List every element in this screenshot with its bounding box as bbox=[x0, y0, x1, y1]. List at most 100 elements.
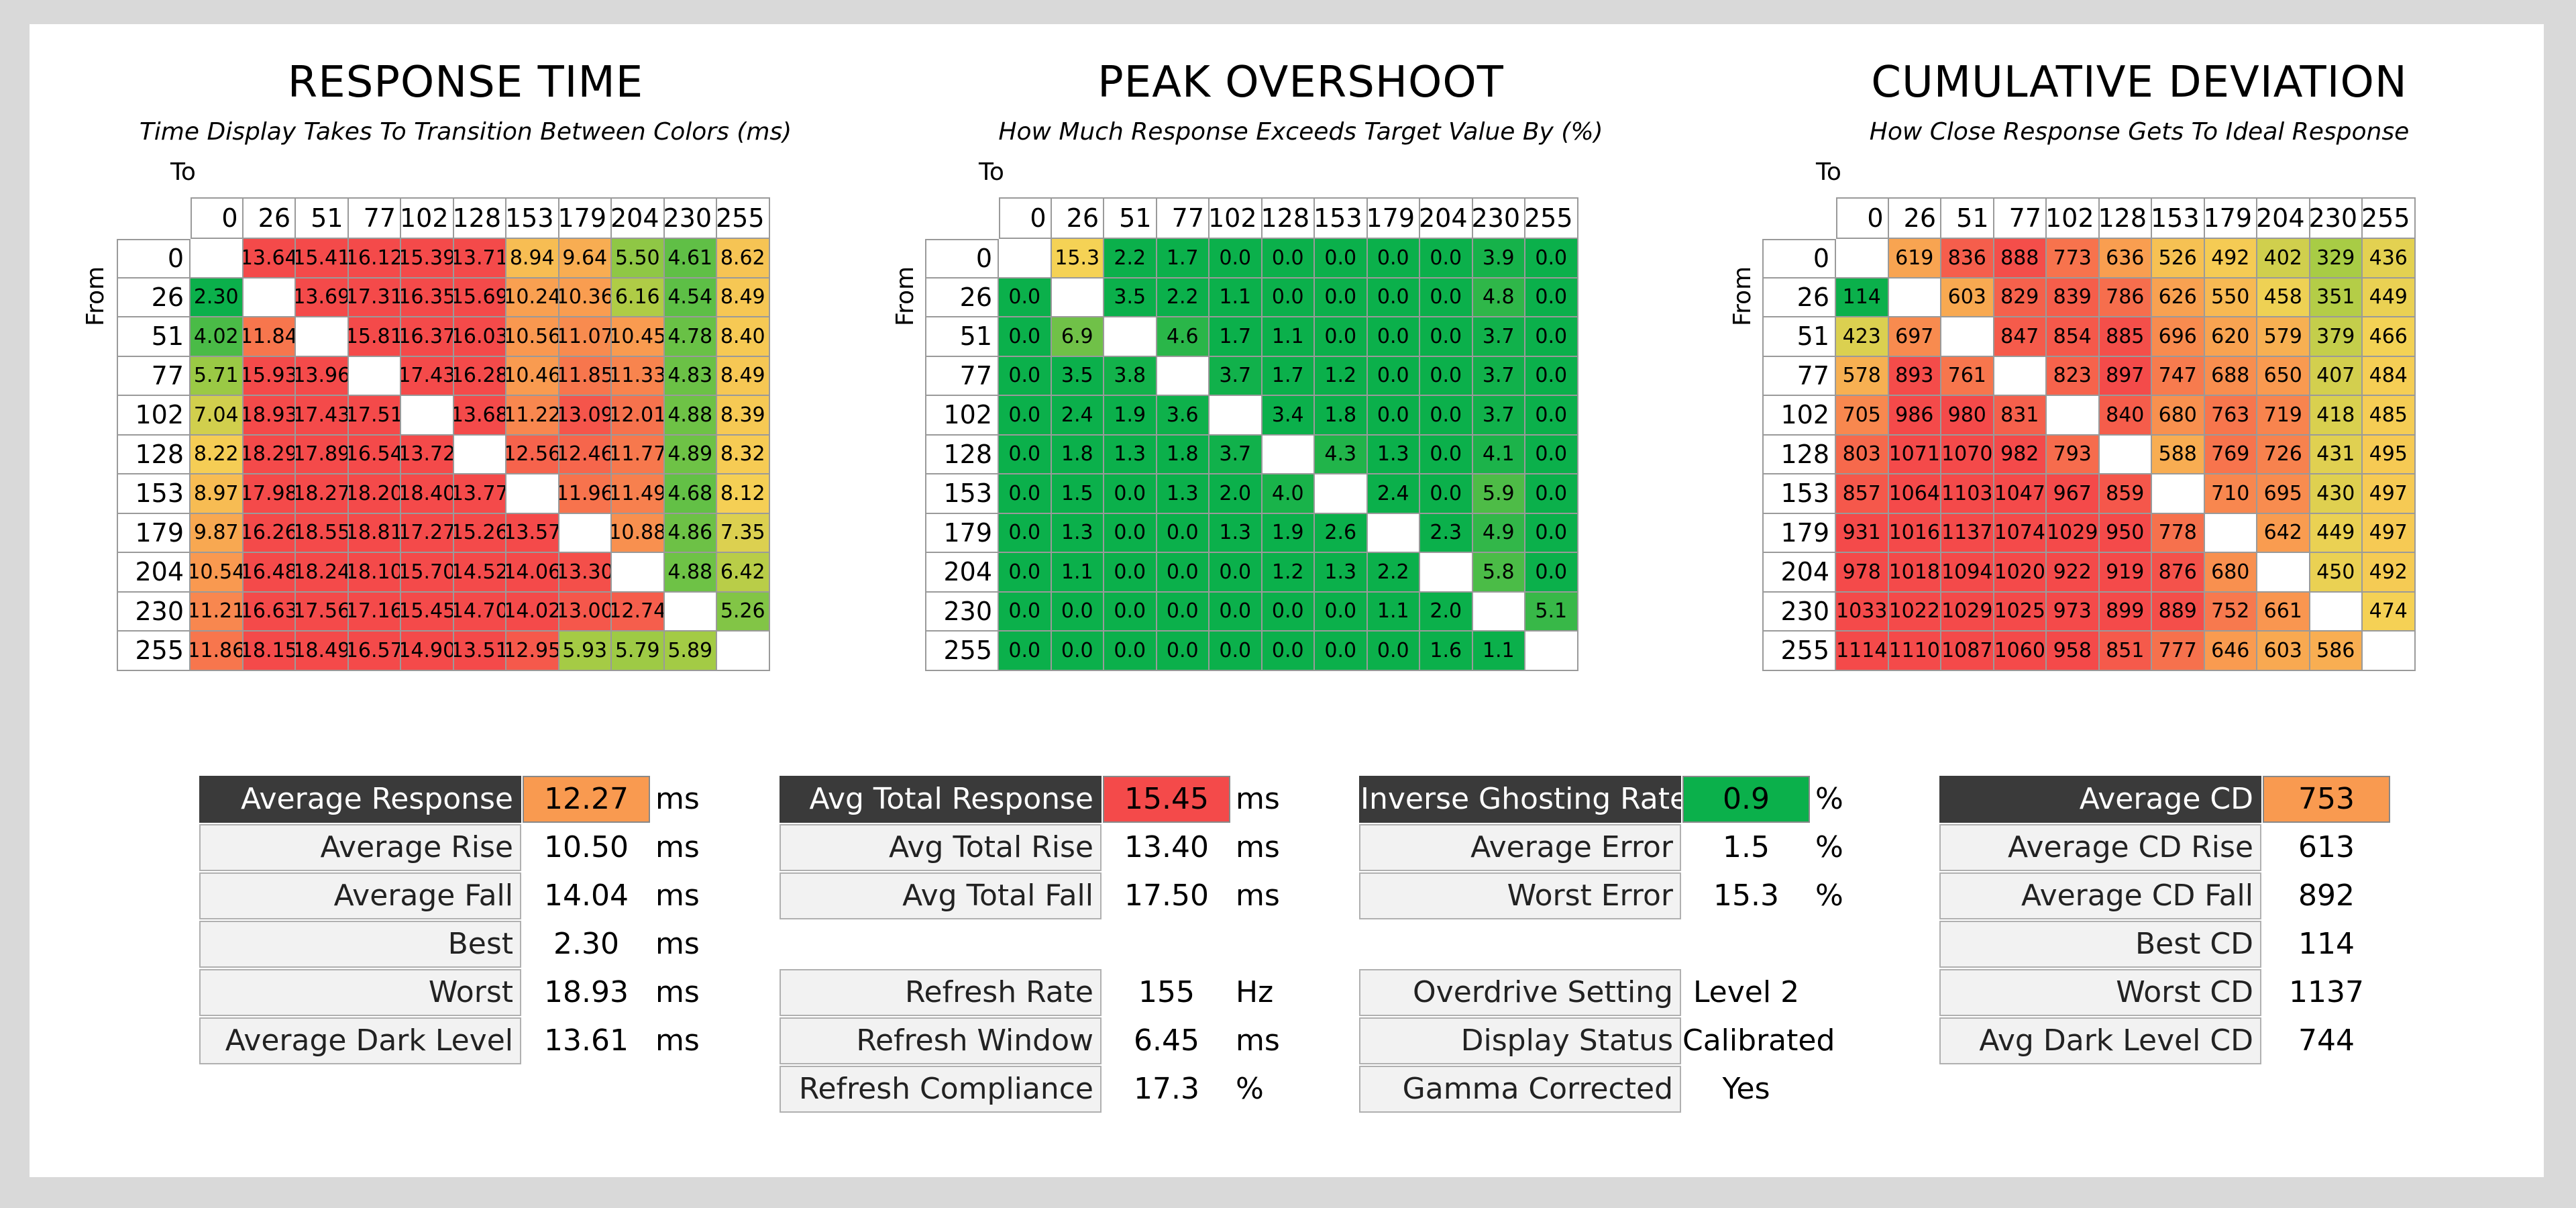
heatmap-cell: 0.0 bbox=[1420, 317, 1473, 357]
heatmap-cell: 0.0 bbox=[999, 632, 1052, 671]
heatmap-cell: 2.2 bbox=[1157, 278, 1210, 317]
heatmap-cell: 710 bbox=[2204, 474, 2257, 514]
heatmap-cell bbox=[2099, 435, 2152, 474]
heatmap-cell: 752 bbox=[2204, 592, 2257, 632]
heatmap-cell: 14.06 bbox=[506, 553, 559, 593]
heatmap-cell: 11.49 bbox=[612, 474, 665, 514]
heatmap-cell: 980 bbox=[1941, 396, 1994, 436]
stat-label: Gamma Corrected bbox=[1359, 1066, 1681, 1113]
stat-unit: ms bbox=[655, 927, 700, 961]
heatmap-cell: 688 bbox=[2204, 356, 2257, 396]
heatmap-cell: 0.0 bbox=[1525, 553, 1578, 593]
stat-value: 613 bbox=[2298, 830, 2355, 864]
heatmap-cell: 857 bbox=[1836, 474, 1889, 514]
heatmap-cell: 620 bbox=[2204, 317, 2257, 357]
heatmap-cell: 8.40 bbox=[717, 317, 770, 357]
heatmap-cell bbox=[1994, 356, 2047, 396]
response-time-title: RESPONSE TIME bbox=[287, 58, 644, 107]
heatmap-cell bbox=[1051, 278, 1104, 317]
heatmap-cell: 13.51 bbox=[453, 632, 506, 671]
heatmap-cell: 1.8 bbox=[1157, 435, 1210, 474]
heatmap-cell: 1094 bbox=[1941, 553, 1994, 593]
heatmap-cell bbox=[1472, 592, 1525, 632]
heatmap-cell: 0.0 bbox=[1367, 239, 1420, 279]
heatmap-cell bbox=[1941, 317, 1994, 357]
heatmap-cell: 680 bbox=[2152, 396, 2205, 436]
heatmap-cell: 11.21 bbox=[191, 592, 244, 632]
heatmap-cell: 3.7 bbox=[1472, 396, 1525, 436]
heatmap-cell: 449 bbox=[2363, 278, 2416, 317]
column-header: 0 bbox=[191, 197, 244, 239]
heatmap-cell: 4.8 bbox=[1472, 278, 1525, 317]
heatmap-cell: 13.00 bbox=[559, 592, 612, 632]
heatmap-cell: 1.2 bbox=[1262, 553, 1315, 593]
heatmap-cell: 919 bbox=[2099, 553, 2152, 593]
stat-label: Average Fall bbox=[199, 872, 521, 919]
stat-value: 18.93 bbox=[544, 975, 629, 1009]
heatmap-cell: 18.15 bbox=[243, 632, 296, 671]
heatmap-cell: 0.0 bbox=[1315, 632, 1368, 671]
heatmap-cell: 12.95 bbox=[506, 632, 559, 671]
heatmap-cell: 450 bbox=[2310, 553, 2363, 593]
column-header: 26 bbox=[243, 197, 296, 239]
stat-value: 15.3 bbox=[1713, 878, 1779, 913]
heatmap-cell: 0.0 bbox=[1210, 592, 1263, 632]
heatmap-cell: 1.3 bbox=[1157, 474, 1210, 514]
heatmap-cell: 484 bbox=[2363, 356, 2416, 396]
column-header: 179 bbox=[559, 197, 612, 239]
heatmap-cell: 5.71 bbox=[191, 356, 244, 396]
stat-value: 2.30 bbox=[553, 927, 619, 961]
row-header: 102 bbox=[1762, 396, 1836, 436]
column-header: 26 bbox=[1888, 197, 1941, 239]
heatmap-cell: 726 bbox=[2257, 435, 2310, 474]
stat-value: 1.5 bbox=[1723, 830, 1770, 864]
heatmap-cell: 6.16 bbox=[612, 278, 665, 317]
heatmap-cell: 931 bbox=[1836, 513, 1889, 553]
heatmap-cell: 17.31 bbox=[348, 278, 401, 317]
heatmap-cell bbox=[453, 435, 506, 474]
stat-value: 892 bbox=[2298, 878, 2355, 913]
heatmap-cell: 0.0 bbox=[1525, 278, 1578, 317]
heatmap-cell: 18.24 bbox=[296, 553, 349, 593]
heatmap-cell: 0.0 bbox=[1051, 592, 1104, 632]
heatmap-cell: 695 bbox=[2257, 474, 2310, 514]
heatmap-cell: 1.9 bbox=[1262, 513, 1315, 553]
heatmap-cell: 3.5 bbox=[1051, 356, 1104, 396]
heatmap-cell: 1.1 bbox=[1367, 592, 1420, 632]
heatmap-cell: 769 bbox=[2204, 435, 2257, 474]
heatmap-cell: 11.86 bbox=[191, 632, 244, 671]
row-header: 179 bbox=[1762, 513, 1836, 553]
heatmap-cell: 0.0 bbox=[1420, 474, 1473, 514]
heatmap-cell: 888 bbox=[1994, 239, 2047, 279]
row-header: 0 bbox=[1762, 239, 1836, 279]
heatmap-cell: 13.09 bbox=[559, 396, 612, 436]
heatmap-cell: 777 bbox=[2152, 632, 2205, 671]
heatmap-cell: 18.10 bbox=[348, 553, 401, 593]
row-header: 179 bbox=[925, 513, 999, 553]
stat-unit: ms bbox=[655, 975, 700, 1009]
stat-value: 13.40 bbox=[1124, 830, 1209, 864]
heatmap-cell: 329 bbox=[2310, 239, 2363, 279]
stat-value: 0.9 bbox=[1682, 776, 1810, 823]
heatmap-cell: 0.0 bbox=[1367, 356, 1420, 396]
heatmap-cell: 0.0 bbox=[1525, 474, 1578, 514]
heatmap-cell: 13.72 bbox=[401, 435, 454, 474]
heatmap-cell: 15.41 bbox=[296, 239, 349, 279]
heatmap-cell: 1020 bbox=[1994, 553, 2047, 593]
column-header: 204 bbox=[2257, 197, 2310, 239]
heatmap-cell: 793 bbox=[2047, 435, 2100, 474]
heatmap-cell: 4.3 bbox=[1315, 435, 1368, 474]
row-header: 102 bbox=[117, 396, 191, 436]
stat-value: 744 bbox=[2298, 1023, 2355, 1058]
heatmap-cell: 3.4 bbox=[1262, 396, 1315, 436]
heatmap-cell: 3.7 bbox=[1472, 356, 1525, 396]
heatmap-cell: 0.0 bbox=[1315, 317, 1368, 357]
heatmap-cell: 586 bbox=[2310, 632, 2363, 671]
heatmap-cell: 1.3 bbox=[1051, 513, 1104, 553]
stat-unit: ms bbox=[655, 878, 700, 913]
heatmap-cell: 5.93 bbox=[559, 632, 612, 671]
heatmap-cell: 5.79 bbox=[612, 632, 665, 671]
heatmap-cell: 4.0 bbox=[1262, 474, 1315, 514]
heatmap-cell: 0.0 bbox=[1157, 632, 1210, 671]
heatmap-cell: 0.0 bbox=[1525, 396, 1578, 436]
